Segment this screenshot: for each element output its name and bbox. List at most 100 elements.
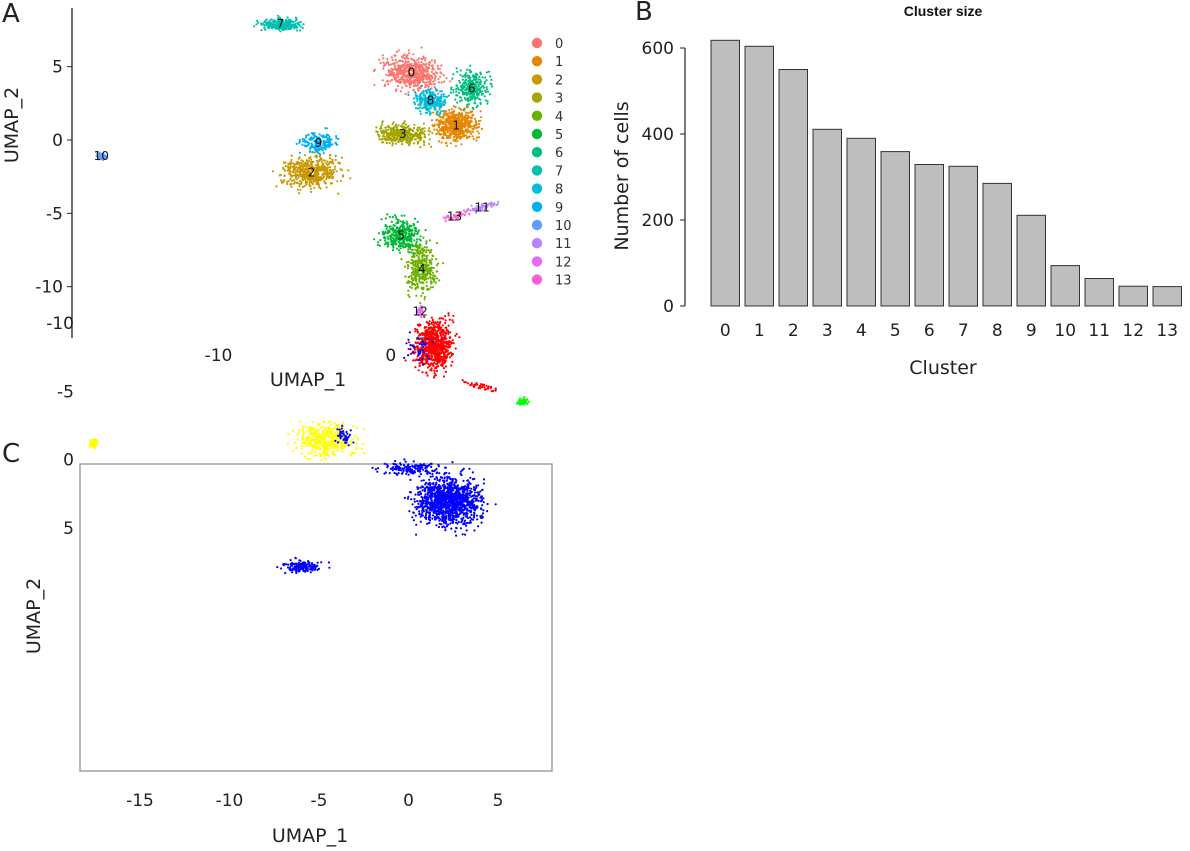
umap-a-point [399,247,402,250]
umap-a-point [294,19,297,22]
umap-a-point [439,75,442,78]
umap-a-point [290,158,293,162]
umap-a-point [420,61,423,64]
umap-c-point [314,567,317,571]
umap-a-point [422,71,425,74]
umap-a-point [468,74,471,78]
umap-a-point [458,111,461,115]
umap-c-point [413,500,416,503]
umap-a-point [315,166,318,169]
umap-a-point [422,62,425,65]
umap-a-point [418,243,421,246]
umap-a-point [415,65,418,68]
umap-a-point [462,132,465,135]
umap-a-point [383,236,386,239]
umap-c-point [414,493,417,496]
umap-a-point [467,115,470,118]
umap-a-point [412,88,415,91]
umap-a-point [403,265,407,268]
umap-c-point [453,484,456,487]
umap-a-point [381,141,384,144]
umap-a-point [296,188,299,191]
umap-a-point [443,103,446,106]
umap-c-point [298,559,301,562]
umap-a-point [437,140,441,143]
umap-a-point [330,182,334,185]
bar-1 [744,45,774,307]
umap-a-point [459,96,463,99]
umap-a-point [416,77,420,80]
umap-a-point [456,70,459,73]
umap-a-point [415,254,418,257]
umap-a-point [405,84,408,88]
umap-a-point [420,46,423,49]
umap-a-point [438,122,441,125]
umap-a-point [453,135,456,138]
umap-a-point [415,278,418,281]
umap-a-point [301,185,304,189]
umap-a-point [430,269,433,272]
umap-a-point [407,235,410,238]
umap-a-point [401,78,404,81]
umap-a-point [382,57,385,60]
umap-a-point [418,63,421,66]
legend-key [531,56,543,67]
umap-a-point [433,79,436,82]
umap-a-point [480,116,483,119]
umap-a-point [406,267,409,270]
bar-5 [880,151,910,307]
umap-a-point [386,235,389,238]
umap-a-point [464,98,467,101]
umap-a-point [435,258,438,261]
umap-c-point [411,503,414,506]
umap-c-point [409,478,412,481]
umap-a-point [456,101,459,104]
umap-c-point [411,516,414,519]
panel-label-c: C [2,439,20,469]
umap-a-point [426,74,429,77]
umap-a-point [317,183,320,187]
umap-a-point [271,24,274,27]
umap-a-point [464,81,467,84]
umap-a-point [471,135,474,138]
umap-a-point [333,168,336,171]
umap-a-point [483,95,486,98]
umap-a-point [256,19,259,22]
umap-a-point [396,247,399,250]
umap-a-point [440,141,443,144]
umap-a-point [428,273,431,276]
umap-a-point [349,177,352,180]
umap-a-point [408,127,411,130]
umap-a-point [437,78,440,81]
umap-a-point [411,129,414,132]
umap-a-point [408,295,411,298]
umap-a-point [403,214,406,217]
bar-x-tick-label: 0 [720,321,731,341]
umap-a-point [320,160,323,163]
umap-a-point [411,228,414,231]
umap-a-point [388,215,391,219]
umap-c-point [286,566,290,569]
umap-a-point [436,113,439,116]
umap-a-point [410,251,413,254]
umap-c-point [475,484,478,487]
umap-a-point [297,22,300,26]
bar-y-tick-label: 400 [642,125,674,145]
bar-11 [1084,278,1114,307]
umap-a-point [440,90,444,93]
umap-a-point [426,84,429,87]
umap-a-point [485,88,488,91]
umap-a-point [381,54,384,57]
umap-a-point [425,242,428,245]
umap-a-point [427,133,430,136]
umap-a-point [413,101,416,104]
umap-c-point [299,562,302,566]
umap-a-point [455,67,458,70]
umap-c-group [276,556,331,575]
umap-a-point [318,159,321,162]
umap-c-point [464,533,467,536]
umap-a-point [310,137,313,140]
umap-a-point [423,102,426,105]
bar-x-tick-label: 7 [958,321,969,341]
